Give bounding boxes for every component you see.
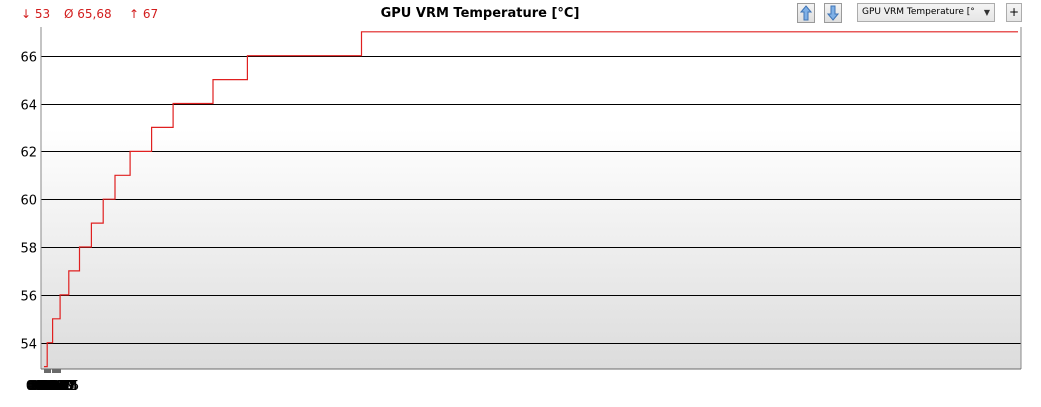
y-tick-label: 56 — [20, 290, 37, 305]
sensor-select-value: GPU VRM Temperature [°C] — [862, 7, 974, 17]
y-axis-labels: 54 56 58 60 62 64 66 — [20, 51, 37, 353]
x-tick-label: 00:15 — [42, 379, 79, 394]
x-tick-label: 00:07 — [34, 379, 71, 394]
min-value: ↓ 53 — [21, 7, 51, 21]
x-tick-label: 00:13 — [40, 379, 77, 394]
sensor-select[interactable]: GPU VRM Temperature [°C] ▼ — [857, 3, 995, 22]
stats-bar: ↓ 53 Ø 65,68 ↑ 67 — [0, 7, 200, 25]
chart-title: GPU VRM Temperature [°C] — [380, 6, 580, 21]
x-tick-label: 00:09 — [36, 379, 73, 394]
x-tick-label: 00:01 — [27, 379, 64, 394]
x-tick-label: 00:03 — [29, 379, 66, 394]
move-up-button[interactable] — [797, 3, 815, 23]
avg-value: Ø 65,68 — [64, 7, 112, 21]
x-tick-label: 00:00 — [26, 379, 63, 394]
x-tick-label: 00:10 — [37, 379, 74, 394]
x-tick-label: 00:05 — [31, 379, 68, 394]
y-tick-label: 64 — [20, 99, 37, 114]
x-tick-label: 00:08 — [35, 379, 72, 394]
series-layer — [44, 31, 1018, 368]
max-value: ↑ 67 — [129, 7, 159, 21]
x-tick-label: 00:12 — [39, 379, 76, 394]
y-tick-label: 58 — [20, 242, 37, 257]
x-tick-label: 00:11 — [38, 379, 75, 394]
x-tick-label: 00:04 — [30, 379, 67, 394]
arrow-up-icon — [800, 5, 812, 21]
plot-area — [41, 27, 1021, 369]
x-axis: 00:0000:0100:0200:0300:0400:0500:0600:07… — [26, 369, 79, 394]
y-tick-label: 54 — [20, 338, 37, 353]
grid-lines — [41, 56, 1021, 344]
y-tick-label: 66 — [20, 51, 37, 66]
y-tick-label: 62 — [20, 146, 37, 161]
add-button[interactable]: + — [1006, 3, 1022, 22]
x-tick-label: 00:06 — [32, 379, 69, 394]
move-down-button[interactable] — [824, 3, 842, 23]
x-tick-label: 00:02 — [28, 379, 65, 394]
arrow-down-icon — [827, 5, 839, 21]
y-tick-label: 60 — [20, 194, 37, 209]
chevron-down-icon: ▼ — [983, 8, 990, 17]
temperature-series-line — [44, 31, 1018, 368]
x-tick-label: 00:14 — [41, 379, 78, 394]
